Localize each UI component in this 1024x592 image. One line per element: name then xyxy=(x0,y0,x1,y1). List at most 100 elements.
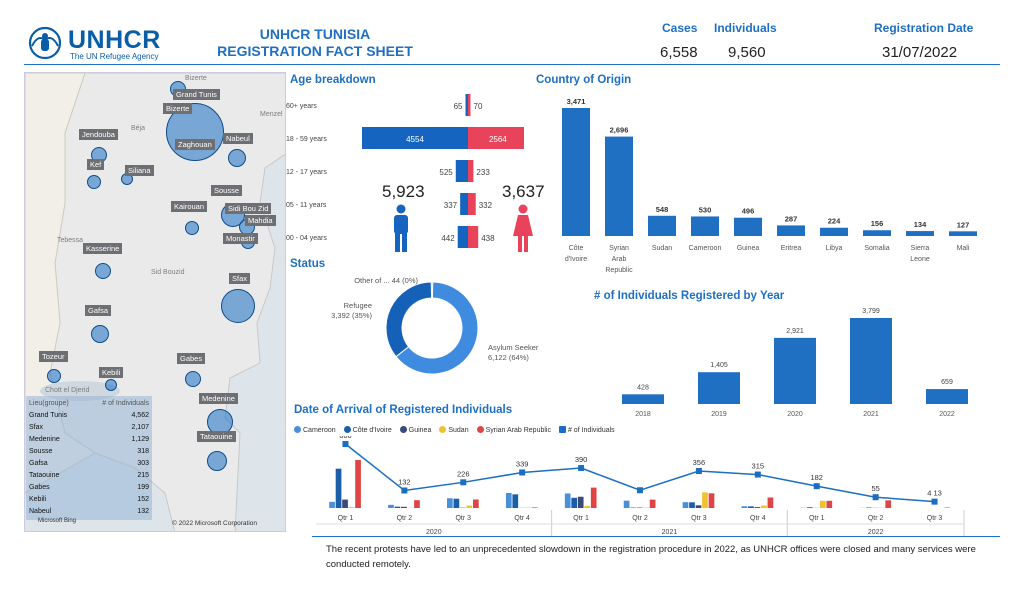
arrival-individuals-point xyxy=(695,467,702,474)
arrival-bar xyxy=(453,498,460,508)
age-bar-female xyxy=(468,193,476,215)
arrival-legend-item[interactable]: Sudan xyxy=(439,426,469,434)
arrival-legend-item[interactable]: Cameroon xyxy=(294,426,336,434)
arrival-bar xyxy=(826,500,833,508)
country-bar xyxy=(562,108,590,236)
cases-label: Cases xyxy=(662,21,698,35)
country-category-label: Mali xyxy=(957,245,970,252)
status-label-refugee-value: 3,392 (35%) xyxy=(331,311,372,320)
map-bubble-kairouan[interactable] xyxy=(185,221,199,235)
map-bubble-tataouine[interactable] xyxy=(207,451,227,471)
arrival-bar xyxy=(466,505,473,508)
registration-date-label: Registration Date xyxy=(874,21,974,35)
country-category-label: Sierra xyxy=(911,245,930,252)
arrival-quarter-label: Qtr 2 xyxy=(868,515,884,522)
arrival-bar xyxy=(329,501,335,508)
age-bar-male xyxy=(465,94,468,116)
year-bar xyxy=(850,318,892,404)
arrival-bar xyxy=(806,507,813,508)
map-bubble-nabeul[interactable] xyxy=(228,149,246,167)
map-bubble-sfax[interactable] xyxy=(221,289,255,323)
map-place: Bizerte xyxy=(185,75,207,82)
map-place: Chott el Djerid xyxy=(45,387,90,394)
org-name: UNHCR xyxy=(68,26,161,54)
map-table-location: Sousse xyxy=(29,448,53,455)
status-slice xyxy=(395,281,479,375)
arrival-bar xyxy=(564,493,571,508)
page-title-line1: UNHCR TUNISIA xyxy=(259,26,371,42)
map-table-row: Kebili 152 xyxy=(29,494,149,506)
map-table-count: 152 xyxy=(137,496,149,503)
country-bar xyxy=(777,225,805,236)
arrival-bar xyxy=(584,505,591,508)
country-bar xyxy=(648,215,676,236)
arrival-legend-item[interactable]: Syrian Arab Republic xyxy=(476,426,551,434)
age-male-value: 65 xyxy=(454,102,463,111)
map-table-row: Nabeul 132 xyxy=(29,506,149,518)
country-value-label: 127 xyxy=(957,220,970,229)
map-label-gafsa: Gafsa xyxy=(85,305,112,316)
age-bar-male xyxy=(460,193,468,215)
arrival-bar xyxy=(394,506,401,508)
arrival-individuals-point xyxy=(342,441,349,447)
map-table-location: Gabes xyxy=(29,484,50,491)
arrival-legend-item[interactable]: # of Individuals xyxy=(558,426,615,434)
arrival-bar xyxy=(761,505,767,508)
age-category-label: 05 - 11 years xyxy=(286,202,327,209)
status-label-refugee: Refugee xyxy=(344,301,372,310)
status-title: Status xyxy=(290,258,326,270)
arrival-bar xyxy=(401,506,407,508)
year-category-label: 2022 xyxy=(939,411,955,418)
map-label-kasserine: Kasserine xyxy=(83,243,123,254)
age-bar-female xyxy=(468,160,474,182)
country-value-label: 3,471 xyxy=(567,97,586,106)
country-category-label: Guinea xyxy=(737,245,760,252)
legend-label: Syrian Arab Republic xyxy=(485,427,551,434)
legend-swatch-icon xyxy=(343,426,351,433)
page-title: UNHCR TUNISIA REGISTRATION FACT SHEET xyxy=(190,26,440,60)
year-bar xyxy=(774,337,816,404)
registered-by-year-chart: 428 2018 1,405 2019 2,921 2020 3,799 2021 659 202… xyxy=(622,308,968,418)
map-credit: © 2022 Microsoft Corporation xyxy=(172,520,257,527)
arrival-bar xyxy=(473,499,479,508)
org-tagline: The UN Refugee Agency xyxy=(70,52,159,61)
map-bubble-gafsa[interactable] xyxy=(91,325,109,343)
arrival-individuals-point xyxy=(872,494,879,501)
header-divider xyxy=(24,64,1000,65)
arrival-legend-item[interactable]: Guinea xyxy=(399,426,431,434)
map-bubble-gabes[interactable] xyxy=(185,371,201,387)
bing-credit: Microsoft Bing xyxy=(38,518,77,524)
map-label-sfax: Sfax xyxy=(229,273,251,284)
age-female-value: 332 xyxy=(479,201,493,210)
map-place: Tebessa xyxy=(57,237,84,244)
age-breakdown-chart: 60+ years 65 70 18 - 59 years 4554 2564 12 - 1… xyxy=(286,94,524,248)
map-label-tataouine: Tataouine xyxy=(197,431,236,442)
map-table-count: 132 xyxy=(137,508,149,515)
country-value-label: 2,696 xyxy=(610,126,629,135)
map-bubble-tozeur[interactable] xyxy=(47,369,61,383)
arrival-bar xyxy=(590,487,597,508)
map-table-row: Tataouine 215 xyxy=(29,470,149,482)
map-bubble-kebili[interactable] xyxy=(105,379,117,391)
arrival-quarter-label: Qtr 1 xyxy=(809,515,825,522)
arrival-bar xyxy=(623,500,630,508)
map-label-kairouan: Kairouan xyxy=(171,201,208,212)
age-bar-male xyxy=(362,127,468,149)
arrival-legend-item[interactable]: Côte d'Ivoire xyxy=(343,426,392,434)
arrival-bar xyxy=(708,493,715,508)
arrival-bar xyxy=(754,507,761,508)
arrival-quarter-label: Qtr 1 xyxy=(573,515,589,522)
age-bar-female xyxy=(468,94,471,116)
arrival-bar xyxy=(741,506,748,508)
arrival-quarter-label: Qtr 3 xyxy=(927,515,943,522)
map-bubble-kef[interactable] xyxy=(87,175,101,189)
legend-swatch-icon xyxy=(294,426,301,433)
country-category-label: Eritrea xyxy=(781,245,802,252)
age-bar-male xyxy=(457,226,468,248)
map-bubble-kasserine[interactable] xyxy=(95,263,111,279)
age-bar-female xyxy=(468,226,479,248)
year-bar xyxy=(698,372,740,404)
arrival-individuals-point xyxy=(519,469,526,476)
arrival-individuals-point xyxy=(931,498,938,505)
